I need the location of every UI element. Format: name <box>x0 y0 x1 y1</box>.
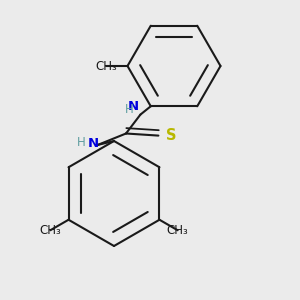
Text: N: N <box>128 100 139 113</box>
Text: CH₃: CH₃ <box>96 59 117 73</box>
Text: H: H <box>77 136 86 149</box>
Text: N: N <box>88 137 99 150</box>
Text: CH₃: CH₃ <box>167 224 188 237</box>
Text: CH₃: CH₃ <box>40 224 61 237</box>
Text: S: S <box>166 128 176 143</box>
Text: H: H <box>124 103 134 116</box>
